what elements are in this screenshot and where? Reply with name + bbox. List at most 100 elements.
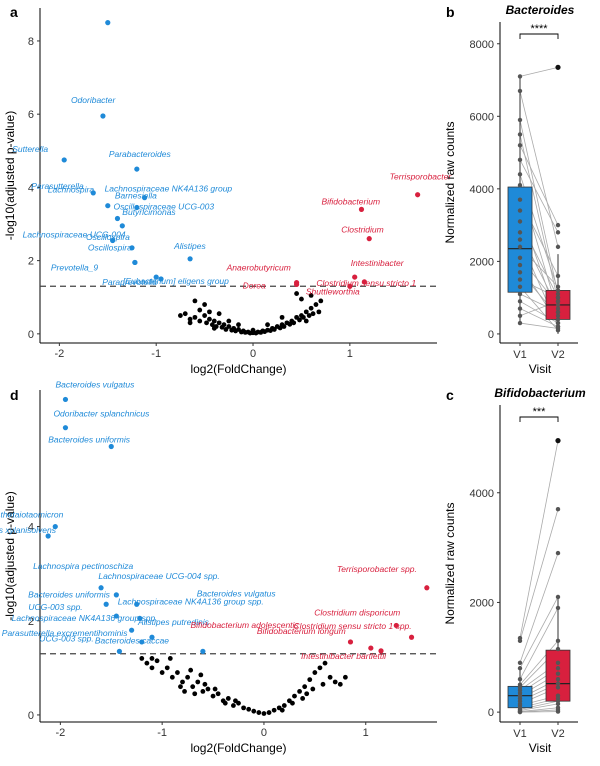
significant-point xyxy=(90,190,96,196)
ns-point xyxy=(297,688,302,694)
significant-point xyxy=(129,627,135,633)
significant-point xyxy=(137,615,143,621)
v2-point xyxy=(555,230,561,235)
x-tick-label: V1 xyxy=(513,728,526,740)
v2-point xyxy=(555,299,561,304)
pair-line xyxy=(519,596,559,669)
point-label: Lachnospiraceae NK4A136 group spp. xyxy=(12,613,158,623)
y-tick-label: 4 xyxy=(28,522,34,534)
ns-point xyxy=(307,677,313,683)
v1-point xyxy=(517,270,523,275)
ns-point xyxy=(327,674,333,680)
significant-point xyxy=(110,237,116,244)
ns-point xyxy=(205,686,211,692)
ns-point xyxy=(202,302,208,307)
pair-line xyxy=(519,440,559,639)
ns-point xyxy=(241,705,246,711)
ns-point xyxy=(294,291,299,296)
ns-point xyxy=(209,322,215,328)
point-label: [Eubacterium] eligens group xyxy=(122,276,229,286)
significant-point xyxy=(52,523,58,530)
ns-point xyxy=(192,691,198,697)
significant-point xyxy=(134,601,140,607)
ns-point xyxy=(188,667,194,673)
v1-point xyxy=(517,255,523,260)
point-label: Alistipes putredinis xyxy=(137,617,210,627)
ns-point xyxy=(303,309,309,315)
ns-point xyxy=(279,707,285,713)
significant-point xyxy=(408,634,415,640)
ns-point xyxy=(187,320,193,326)
point-label: Lachnospiraceae UCG-004 xyxy=(23,229,126,239)
significant-point xyxy=(100,113,106,119)
point-label: Bacteroides thetaiotaomicron xyxy=(0,510,64,520)
point-label: Oscillospiraceae UCG-003 xyxy=(113,202,214,212)
ns-point xyxy=(322,660,328,666)
ns-point xyxy=(144,660,150,666)
v2-point xyxy=(555,288,561,293)
v2-point xyxy=(555,671,561,676)
v1-point xyxy=(517,306,523,311)
point-label: Parabacteroides xyxy=(109,149,172,159)
point-label: Intestinibacter bartlettii xyxy=(301,651,387,661)
ns-point xyxy=(306,313,312,318)
ns-point xyxy=(281,324,287,329)
significant-point xyxy=(61,157,67,163)
outlier-point xyxy=(555,438,561,444)
ns-point xyxy=(308,305,314,311)
ns-point xyxy=(256,710,262,715)
significant-point xyxy=(62,425,69,431)
panel-letter-b: b xyxy=(446,4,455,20)
ns-point xyxy=(231,703,236,708)
v2-point xyxy=(555,222,561,228)
point-label: Clostridium xyxy=(341,225,384,235)
x-tick-label: 0 xyxy=(250,348,256,360)
v1-point xyxy=(517,291,523,297)
ns-point xyxy=(180,679,185,685)
x-tick-label: V1 xyxy=(513,349,526,361)
significant-point xyxy=(187,256,193,262)
significant-point xyxy=(361,279,367,285)
ns-point xyxy=(154,658,160,664)
significant-point xyxy=(153,274,159,280)
ns-point xyxy=(149,665,155,671)
v1-point xyxy=(517,237,523,242)
significant-point xyxy=(158,276,164,282)
point-label: Oscillospira xyxy=(88,242,132,252)
x-tick-label: 0 xyxy=(261,727,267,739)
significant-point xyxy=(113,613,119,619)
pair-line xyxy=(519,145,559,226)
point-label: Odoribacter xyxy=(71,95,117,105)
significant-point xyxy=(134,204,140,211)
box-plot-title: Bacteroides xyxy=(506,3,575,17)
point-label: Clostridium sensu stricto 1 xyxy=(316,278,416,288)
y-tick-label: 6 xyxy=(28,109,34,121)
ns-point xyxy=(226,318,232,324)
v1-point xyxy=(517,262,523,268)
pair-line xyxy=(519,552,559,663)
ns-point xyxy=(271,327,277,332)
v1-point xyxy=(517,172,523,177)
significance-bracket xyxy=(519,416,559,422)
significant-point xyxy=(105,20,111,26)
point-label: Dorea xyxy=(243,280,266,290)
significant-point xyxy=(293,281,300,288)
point-label: Terrisporobacter spp. xyxy=(337,564,417,574)
ns-point xyxy=(320,681,326,687)
ns-point xyxy=(251,708,257,714)
ns-point xyxy=(271,707,277,713)
volcano-plot-genus: a -2 -1 0 1 0 2 4 6 8 log2(FoldChange) -log10(adju… xyxy=(3,0,452,376)
v2-point xyxy=(555,709,561,714)
y-tick-label: 0 xyxy=(488,707,494,719)
ns-point xyxy=(317,665,323,671)
ns-point xyxy=(207,309,212,315)
v1-point xyxy=(517,88,523,94)
ns-point xyxy=(281,703,287,708)
ns-point xyxy=(332,679,338,685)
pair-line xyxy=(519,709,559,713)
ns-point xyxy=(261,711,267,716)
ns-point xyxy=(233,698,238,704)
ns-point xyxy=(211,325,217,331)
panel-letter-a: a xyxy=(10,4,18,20)
